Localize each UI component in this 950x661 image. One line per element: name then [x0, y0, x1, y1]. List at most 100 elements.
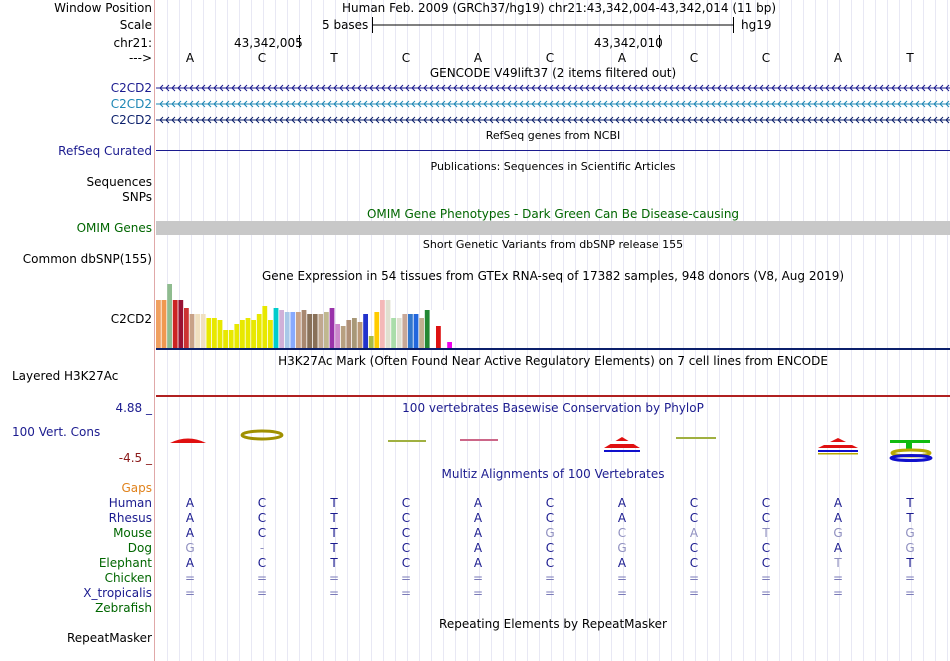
gtex-tissue-bar[interactable]	[363, 314, 368, 348]
dbsnp-track-title: Short Genetic Variants from dbSNP releas…	[422, 238, 684, 251]
multiz-species-label[interactable]: Elephant	[98, 556, 152, 570]
gtex-tissue-bar[interactable]	[318, 314, 324, 348]
refseq-track-label[interactable]: RefSeq Curated	[58, 144, 152, 158]
gtex-tissue-bar[interactable]	[430, 310, 436, 348]
gtex-tissue-bar[interactable]	[402, 314, 408, 348]
gtex-tissue-bar[interactable]	[178, 300, 184, 348]
gtex-tissue-bar[interactable]	[374, 312, 380, 348]
multiz-base: A	[473, 511, 483, 525]
gtex-tissue-bar[interactable]	[167, 284, 172, 348]
gtex-tissue-bar[interactable]	[189, 314, 195, 348]
gtex-tissue-bar[interactable]	[161, 300, 167, 348]
multiz-base: G	[905, 541, 915, 555]
gtex-tissue-bar[interactable]	[228, 330, 234, 348]
multiz-species-label[interactable]: Mouse	[113, 526, 152, 540]
gtex-tissue-bar[interactable]	[368, 336, 374, 348]
gtex-tissue-bar[interactable]	[184, 308, 189, 348]
multiz-base: A	[473, 556, 483, 570]
multiz-base: T	[330, 496, 338, 510]
phylop-logo-base-6	[460, 439, 498, 441]
multiz-base: C	[257, 556, 267, 570]
multiz-species-label[interactable]: X_tropicalis	[83, 586, 152, 600]
gencode-track-title: GENCODE V49lift37 (2 items filtered out)	[429, 66, 677, 80]
gtex-tissue-bar[interactable]	[262, 306, 268, 348]
gtex-tissue-bar[interactable]	[290, 312, 296, 348]
repeatmasker-track-label[interactable]: RepeatMasker	[66, 631, 152, 645]
gtex-tissue-bar[interactable]	[357, 322, 363, 348]
gtex-tissue-bar[interactable]	[284, 312, 290, 348]
grid-line	[527, 0, 528, 661]
gtex-tissue-bar[interactable]	[279, 310, 284, 348]
gtex-tissue-bar[interactable]	[340, 326, 346, 348]
gtex-tissue-bar[interactable]	[256, 314, 262, 348]
multiz-species-label[interactable]: Zebrafish	[95, 601, 152, 615]
gtex-tissue-bar[interactable]	[385, 300, 391, 348]
gtex-tissue-bar[interactable]	[312, 314, 318, 348]
gtex-tissue-bar[interactable]	[206, 318, 212, 348]
gtex-tissue-bar[interactable]	[251, 320, 256, 348]
gtex-expression-chart[interactable]	[156, 282, 950, 352]
gtex-tissue-bar[interactable]	[346, 320, 352, 348]
grid-line	[635, 0, 636, 661]
gtex-tissue-bar[interactable]	[268, 320, 273, 348]
gtex-tissue-bar[interactable]	[245, 318, 251, 348]
gtex-tissue-bar[interactable]	[391, 318, 396, 348]
gtex-tissue-bar[interactable]	[424, 310, 430, 348]
gtex-tissue-bar[interactable]	[441, 310, 447, 348]
grid-line	[947, 0, 948, 661]
refseq-transcript-line[interactable]	[156, 150, 950, 151]
gtex-tissue-bar[interactable]	[156, 300, 161, 348]
gtex-tissue-bar[interactable]	[223, 330, 228, 348]
gencode-item-label-2[interactable]: C2CD2	[110, 97, 152, 111]
multiz-species-label[interactable]: Rhesus	[108, 511, 152, 525]
multiz-species-label[interactable]: Gaps	[121, 481, 152, 495]
gtex-tissue-bar[interactable]	[195, 314, 200, 348]
gtex-track-label[interactable]: C2CD2	[110, 312, 152, 326]
multiz-species-label[interactable]: Dog	[127, 541, 152, 555]
gencode-item-label-1[interactable]: C2CD2	[110, 81, 152, 95]
gencode-item-label-3[interactable]: C2CD2	[110, 113, 152, 127]
omim-gene-block[interactable]	[156, 221, 950, 235]
gtex-tissue-bar[interactable]	[234, 324, 240, 348]
gtex-tissue-bar[interactable]	[413, 314, 419, 348]
gtex-tissue-bar[interactable]	[352, 318, 357, 348]
gtex-tissue-bar[interactable]	[273, 308, 279, 348]
multiz-base: =	[472, 571, 484, 585]
gtex-tissue-bar[interactable]	[380, 300, 385, 348]
gtex-tissue-bar[interactable]	[307, 314, 312, 348]
publications-track-title: Publications: Sequences in Scientific Ar…	[430, 160, 676, 173]
gtex-tissue-bar[interactable]	[240, 320, 245, 348]
multiz-species-label[interactable]: Human	[108, 496, 152, 510]
multiz-base: =	[328, 586, 340, 600]
grid-line	[899, 0, 900, 661]
gtex-tissue-bar[interactable]	[217, 320, 223, 348]
gtex-tissue-bar[interactable]	[296, 312, 301, 348]
gtex-tissue-bar[interactable]	[396, 318, 402, 348]
gtex-tissue-bar[interactable]	[335, 324, 340, 348]
multiz-base: -	[259, 541, 265, 555]
gtex-tissue-bar[interactable]	[200, 314, 206, 348]
gtex-tissue-bar[interactable]	[419, 318, 424, 348]
gtex-tissue-bar[interactable]	[212, 318, 217, 348]
publications-label-snps[interactable]: SNPs	[122, 190, 152, 204]
gtex-tissue-bar[interactable]	[436, 326, 441, 348]
h3k27ac-track-title: H3K27Ac Mark (Often Found Near Active Re…	[278, 354, 828, 368]
gtex-tissue-bar[interactable]	[324, 312, 329, 348]
h3k27ac-track-label[interactable]: Layered H3K27Ac	[12, 369, 119, 383]
multiz-base: =	[256, 586, 268, 600]
gtex-tissue-bar[interactable]	[172, 300, 178, 348]
gtex-tissue-bar[interactable]	[329, 308, 335, 348]
h3k27ac-signal-line	[156, 395, 950, 397]
multiz-species-label[interactable]: Chicken	[104, 571, 152, 585]
multiz-base: =	[400, 571, 412, 585]
omim-track-label[interactable]: OMIM Genes	[76, 221, 152, 235]
phylop-track-label[interactable]: 100 Vert. Cons	[12, 425, 101, 439]
gtex-tissue-bar[interactable]	[408, 314, 413, 348]
gtex-tissue-bar[interactable]	[447, 342, 452, 348]
gtex-tissue-bar[interactable]	[301, 310, 307, 348]
publications-label-sequences[interactable]: Sequences	[86, 175, 152, 189]
gencode-transcripts[interactable]	[156, 80, 950, 128]
dbsnp-track-label[interactable]: Common dbSNP(155)	[22, 252, 152, 266]
grid-line	[515, 0, 516, 661]
